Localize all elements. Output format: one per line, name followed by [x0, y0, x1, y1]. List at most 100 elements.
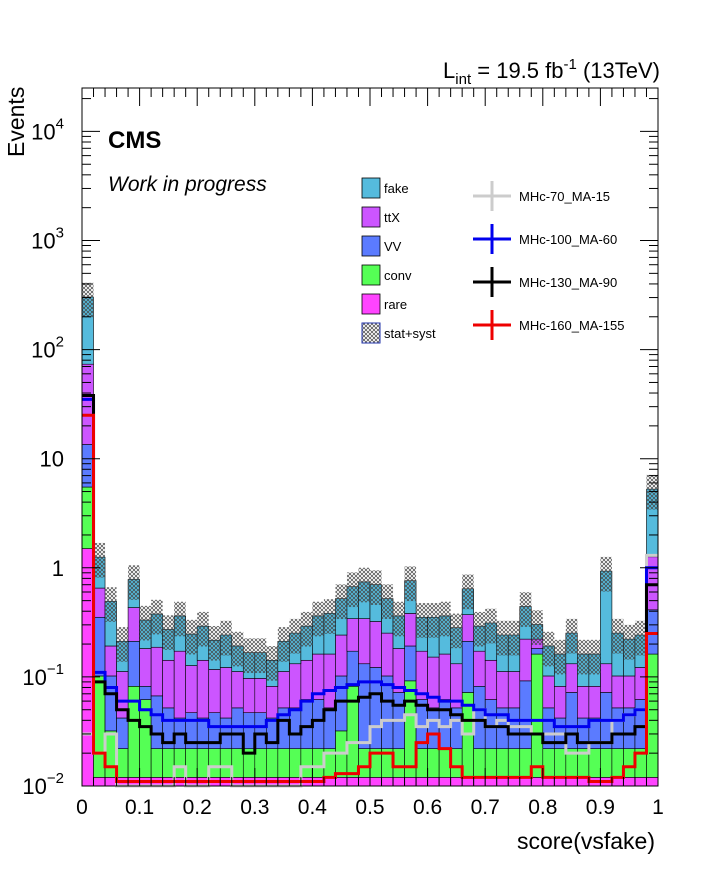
legend-swatch — [361, 206, 381, 228]
bar-ttx — [554, 686, 567, 719]
bar-ttx — [335, 634, 348, 677]
stacked-bars — [81, 296, 659, 787]
bar-ttx — [81, 363, 94, 445]
legend-label: conv — [384, 268, 412, 283]
legend-label: MHc-160_MA-155 — [519, 318, 625, 333]
uncertainty-bin — [427, 603, 440, 638]
bar-vv — [127, 640, 140, 687]
x-tick-label: 0.6 — [413, 796, 442, 819]
bar-ttx — [242, 678, 256, 713]
bar-ttx — [231, 671, 244, 709]
uncertainty-bin — [393, 601, 405, 637]
bar-ttx — [461, 614, 474, 642]
bar-vv — [242, 712, 256, 749]
bar-vv — [427, 707, 440, 749]
bar-conv — [231, 748, 244, 778]
bar-conv — [554, 748, 567, 778]
bar-conv — [646, 653, 659, 778]
bar-vv — [312, 699, 325, 749]
uncertainty-bin — [335, 584, 347, 620]
bar-conv — [484, 748, 498, 778]
bar-conv — [496, 748, 509, 778]
x-tick-label: 0 — [76, 796, 88, 819]
bar-conv — [623, 748, 636, 778]
bar-vv — [81, 444, 94, 488]
bar-conv — [196, 748, 210, 778]
bar-conv — [450, 748, 463, 778]
legend-label: stat+syst — [384, 326, 436, 341]
bar-ttx — [427, 656, 440, 709]
bar-rare — [381, 777, 394, 787]
bar-conv — [254, 748, 267, 778]
uncertainty-bin — [323, 599, 336, 634]
bar-vv — [358, 663, 371, 749]
bar-rare — [358, 777, 371, 787]
bar-conv — [519, 748, 532, 778]
bar-ttx — [196, 659, 210, 719]
bar-ttx — [565, 663, 578, 693]
uncertainty-bin — [105, 587, 117, 622]
bar-ttx — [404, 613, 417, 647]
bar-conv — [611, 748, 624, 778]
uncertainty-bin — [439, 601, 451, 637]
legend: fake ttX VV conv rare stat+syst MHc-70_MA-15 MH… — [361, 177, 625, 344]
legend-label: MHc-70_MA-15 — [519, 189, 610, 204]
uncertainty-bin — [554, 639, 566, 675]
uncertainty-bin — [128, 565, 140, 600]
uncertainty-bin — [462, 574, 474, 610]
bar-vv — [519, 680, 532, 749]
uncertainty-bin — [231, 631, 244, 667]
status-label: Work in progress — [108, 173, 267, 196]
bar-rare — [415, 777, 428, 787]
bar-ttx — [611, 675, 624, 709]
bar-conv — [530, 653, 544, 778]
bar-vv — [438, 699, 451, 749]
bar-vv — [369, 667, 382, 749]
bar-conv — [162, 748, 175, 778]
x-tick-label: 0.4 — [298, 796, 328, 819]
bar-ttx — [277, 671, 290, 709]
legend-swatch — [361, 235, 381, 257]
bar-vv — [93, 616, 106, 677]
bar-ttx — [254, 678, 267, 713]
bar-ttx — [577, 686, 590, 719]
uncertainty-bin — [416, 603, 428, 638]
bar-vv — [634, 699, 647, 749]
uncertainty-bin — [404, 566, 417, 602]
uncertainty-bin — [358, 567, 370, 603]
bar-conv — [173, 748, 186, 778]
bar-vv — [530, 648, 544, 655]
bar-vv — [507, 707, 521, 749]
bar-rare — [438, 777, 451, 787]
bar-vv — [116, 717, 129, 749]
y-tick-label: 10−2 — [22, 770, 64, 799]
bar-ttx — [634, 667, 647, 700]
uncertainty-bin — [485, 608, 497, 644]
bar-vv — [104, 675, 117, 732]
legend-swatch — [361, 264, 381, 286]
bar-ttx — [127, 607, 140, 642]
bar-conv — [81, 486, 94, 549]
bar-ttx — [323, 653, 336, 709]
bar-ttx — [208, 669, 221, 713]
x-tick-label: 0.1 — [125, 796, 154, 819]
bar-rare — [530, 777, 544, 787]
uncertainty-bin — [174, 601, 186, 637]
bar-ttx — [139, 648, 152, 687]
bar-rare — [369, 777, 382, 787]
uncertainty-bin — [116, 627, 129, 662]
signal-line-mhc-70-ma-15 — [82, 553, 658, 788]
bar-vv — [335, 675, 348, 732]
bar-conv — [404, 680, 417, 778]
signal-line-mhc-130-ma-90 — [82, 393, 658, 755]
x-tick-label: 0.7 — [471, 796, 500, 819]
uncertainty-bin — [496, 620, 509, 656]
uncertainty-bin — [93, 542, 106, 578]
bar-ttx — [162, 659, 175, 709]
uncertainty-bin — [185, 619, 198, 655]
bar-vv — [346, 650, 359, 687]
bar-ttx — [542, 675, 555, 709]
bar-conv — [116, 748, 129, 778]
bar-ttx — [358, 618, 371, 665]
bar-conv — [415, 748, 428, 778]
